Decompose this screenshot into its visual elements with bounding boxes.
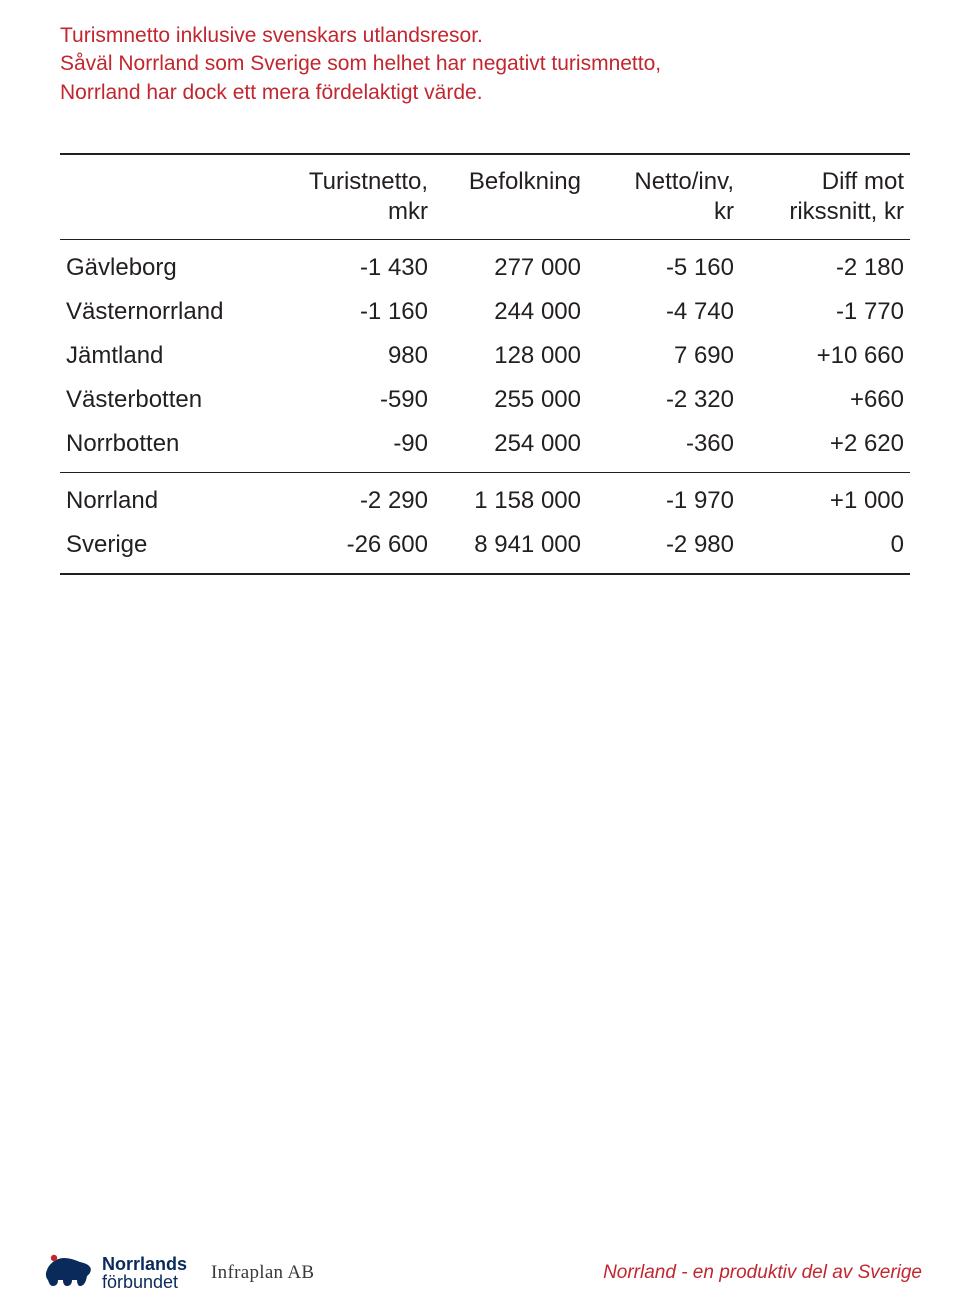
bear-icon: [42, 1250, 94, 1295]
intro-text: Turismnetto inklusive svenskars utlandsr…: [60, 22, 820, 107]
cell-value: 980: [281, 334, 434, 378]
page: Turismnetto inklusive svenskars utlandsr…: [0, 0, 960, 1313]
cell-value: +2 620: [740, 422, 910, 473]
cell-value: -590: [281, 378, 434, 422]
cell-value: -1 970: [587, 473, 740, 524]
logo-line-2: förbundet: [102, 1273, 187, 1291]
table-row: Jämtland 980 128 000 7 690 +10 660: [60, 334, 910, 378]
col-header-text: mkr: [287, 197, 428, 227]
logo-line-1: Norrlands: [102, 1255, 187, 1273]
cell-region: Västernorrland: [60, 290, 281, 334]
cell-value: 7 690: [587, 334, 740, 378]
cell-value: -1 430: [281, 240, 434, 291]
table-row: Norrbotten -90 254 000 -360 +2 620: [60, 422, 910, 473]
col-header-turistnetto: Turistnetto, mkr: [281, 154, 434, 240]
col-header-diff: Diff mot rikssnitt, kr: [740, 154, 910, 240]
table-header: Turistnetto, mkr Befolkning Netto/inv, k…: [60, 154, 910, 240]
table-row: Västerbotten -590 255 000 -2 320 +660: [60, 378, 910, 422]
intro-line-3: Norrland har dock ett mera fördelaktigt …: [60, 81, 483, 104]
cell-value: -360: [587, 422, 740, 473]
col-header-befolkning: Befolkning: [434, 154, 587, 240]
cell-value: 254 000: [434, 422, 587, 473]
col-header-region: [60, 154, 281, 240]
footer: Norrlands förbundet Infraplan AB Norrlan…: [0, 1250, 960, 1295]
cell-value: -90: [281, 422, 434, 473]
col-header-text: Netto/inv,: [593, 167, 734, 197]
cell-value: -4 740: [587, 290, 740, 334]
col-header-text: kr: [593, 197, 734, 227]
table-header-row: Turistnetto, mkr Befolkning Netto/inv, k…: [60, 154, 910, 240]
cell-value: -1 770: [740, 290, 910, 334]
cell-value: 244 000: [434, 290, 587, 334]
norrlands-logo: Norrlands förbundet: [42, 1250, 187, 1295]
cell-value: -5 160: [587, 240, 740, 291]
norrlands-text: Norrlands förbundet: [102, 1255, 187, 1291]
cell-region: Sverige: [60, 523, 281, 574]
cell-value: -1 160: [281, 290, 434, 334]
data-table: Turistnetto, mkr Befolkning Netto/inv, k…: [60, 153, 910, 575]
cell-region: Västerbotten: [60, 378, 281, 422]
cell-region: Norrbotten: [60, 422, 281, 473]
cell-value: +10 660: [740, 334, 910, 378]
cell-value: -2 980: [587, 523, 740, 574]
cell-value: 0: [740, 523, 910, 574]
footer-tagline: Norrland - en produktiv del av Sverige: [603, 1262, 922, 1284]
cell-value: 277 000: [434, 240, 587, 291]
intro-line-1: Turismnetto inklusive svenskars utlandsr…: [60, 24, 483, 47]
table-body: Gävleborg -1 430 277 000 -5 160 -2 180 V…: [60, 240, 910, 575]
table-row: Norrland -2 290 1 158 000 -1 970 +1 000: [60, 473, 910, 524]
cell-region: Gävleborg: [60, 240, 281, 291]
cell-value: -2 290: [281, 473, 434, 524]
cell-value: +660: [740, 378, 910, 422]
cell-value: 8 941 000: [434, 523, 587, 574]
col-header-text: Diff mot: [746, 167, 904, 197]
cell-value: +1 000: [740, 473, 910, 524]
cell-value: 128 000: [434, 334, 587, 378]
cell-value: 1 158 000: [434, 473, 587, 524]
footer-left: Norrlands förbundet Infraplan AB: [42, 1250, 314, 1295]
table-row: Västernorrland -1 160 244 000 -4 740 -1 …: [60, 290, 910, 334]
table-row: Sverige -26 600 8 941 000 -2 980 0: [60, 523, 910, 574]
cell-region: Jämtland: [60, 334, 281, 378]
cell-value: -2 320: [587, 378, 740, 422]
intro-line-2: Såväl Norrland som Sverige som helhet ha…: [60, 52, 661, 75]
table-container: Turistnetto, mkr Befolkning Netto/inv, k…: [60, 153, 910, 575]
col-header-text: rikssnitt, kr: [746, 197, 904, 227]
cell-value: 255 000: [434, 378, 587, 422]
col-header-text: Befolkning: [440, 167, 581, 197]
col-header-text: Turistnetto,: [287, 167, 428, 197]
cell-region: Norrland: [60, 473, 281, 524]
cell-value: -2 180: [740, 240, 910, 291]
cell-value: -26 600: [281, 523, 434, 574]
infraplan-text: Infraplan AB: [211, 1262, 314, 1284]
col-header-nettoinv: Netto/inv, kr: [587, 154, 740, 240]
table-row: Gävleborg -1 430 277 000 -5 160 -2 180: [60, 240, 910, 291]
